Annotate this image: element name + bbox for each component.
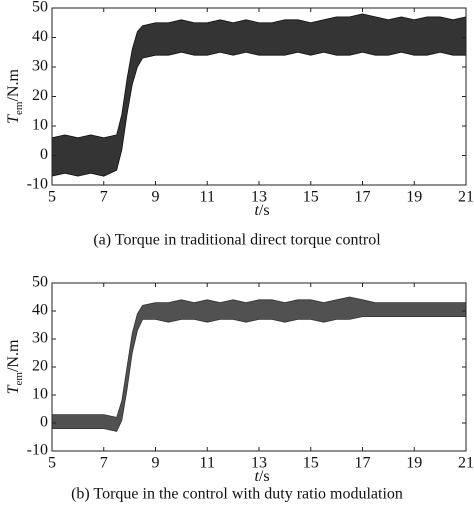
x-tick-label: 5	[48, 455, 56, 472]
y-tick-label: 40	[32, 302, 48, 319]
y-tick-label: 20	[32, 87, 48, 104]
x-label-unit: /s	[259, 202, 270, 219]
envelope-line	[52, 316, 466, 432]
y-tick-label: -10	[27, 442, 48, 459]
x-tick-label: 17	[355, 455, 371, 472]
x-tick-label: 19	[406, 189, 422, 206]
x-tick-label: 11	[200, 189, 215, 206]
y-axis-label: Tem/N.m	[5, 339, 25, 394]
y-label-unit: /N.m	[5, 339, 22, 372]
caption: (b) Torque in the control with duty rati…	[71, 486, 403, 503]
x-label-symbol: t	[254, 468, 259, 485]
y-tick-label: 10	[32, 117, 48, 134]
x-tick-label: 7	[100, 189, 108, 206]
x-tick-label: 11	[200, 455, 215, 472]
y-label-symbol: T	[5, 114, 22, 124]
y-tick-label: 0	[40, 414, 48, 431]
envelope-line	[51, 13, 467, 139]
x-tick-label: 7	[100, 455, 108, 472]
y-label-symbol: T	[5, 384, 22, 394]
y-tick-label: 20	[32, 358, 48, 375]
x-tick-label: 9	[152, 455, 160, 472]
x-tick-label: 9	[152, 189, 160, 206]
y-tick-label: 40	[32, 28, 48, 45]
y-label-unit: /N.m	[5, 69, 22, 102]
envelope-line	[52, 296, 466, 418]
x-tick-label: 13	[251, 189, 267, 206]
caption: (a) Torque in traditional direct torque …	[93, 232, 381, 249]
y-tick-label: 50	[32, 274, 48, 291]
x-tick-label: 5	[48, 189, 56, 206]
x-label-symbol: t	[254, 202, 259, 219]
x-tick-label: 15	[303, 455, 319, 472]
y-label-sub: em	[13, 372, 25, 386]
x-tick-label: 21	[458, 189, 474, 206]
x-axis-label: t/s	[254, 202, 269, 219]
y-tick-label: 30	[32, 330, 48, 347]
x-axis-label: t/s	[254, 468, 269, 485]
y-tick-label: 0	[40, 146, 48, 163]
x-tick-label: 13	[251, 455, 267, 472]
envelope-line	[51, 51, 466, 177]
y-tick-label: 10	[32, 386, 48, 403]
y-label-sub: em	[13, 101, 25, 115]
x-label-unit: /s	[259, 468, 270, 485]
y-tick-label: 30	[32, 58, 48, 75]
x-tick-label: 17	[355, 189, 371, 206]
x-tick-label: 21	[458, 455, 474, 472]
signal-band	[52, 297, 466, 432]
x-tick-label: 15	[303, 189, 319, 206]
y-tick-label: -10	[27, 176, 48, 193]
y-tick-label: 50	[32, 0, 48, 16]
signal-band	[52, 13, 466, 177]
x-tick-label: 19	[406, 455, 422, 472]
y-axis-label: Tem/N.m	[5, 69, 25, 124]
